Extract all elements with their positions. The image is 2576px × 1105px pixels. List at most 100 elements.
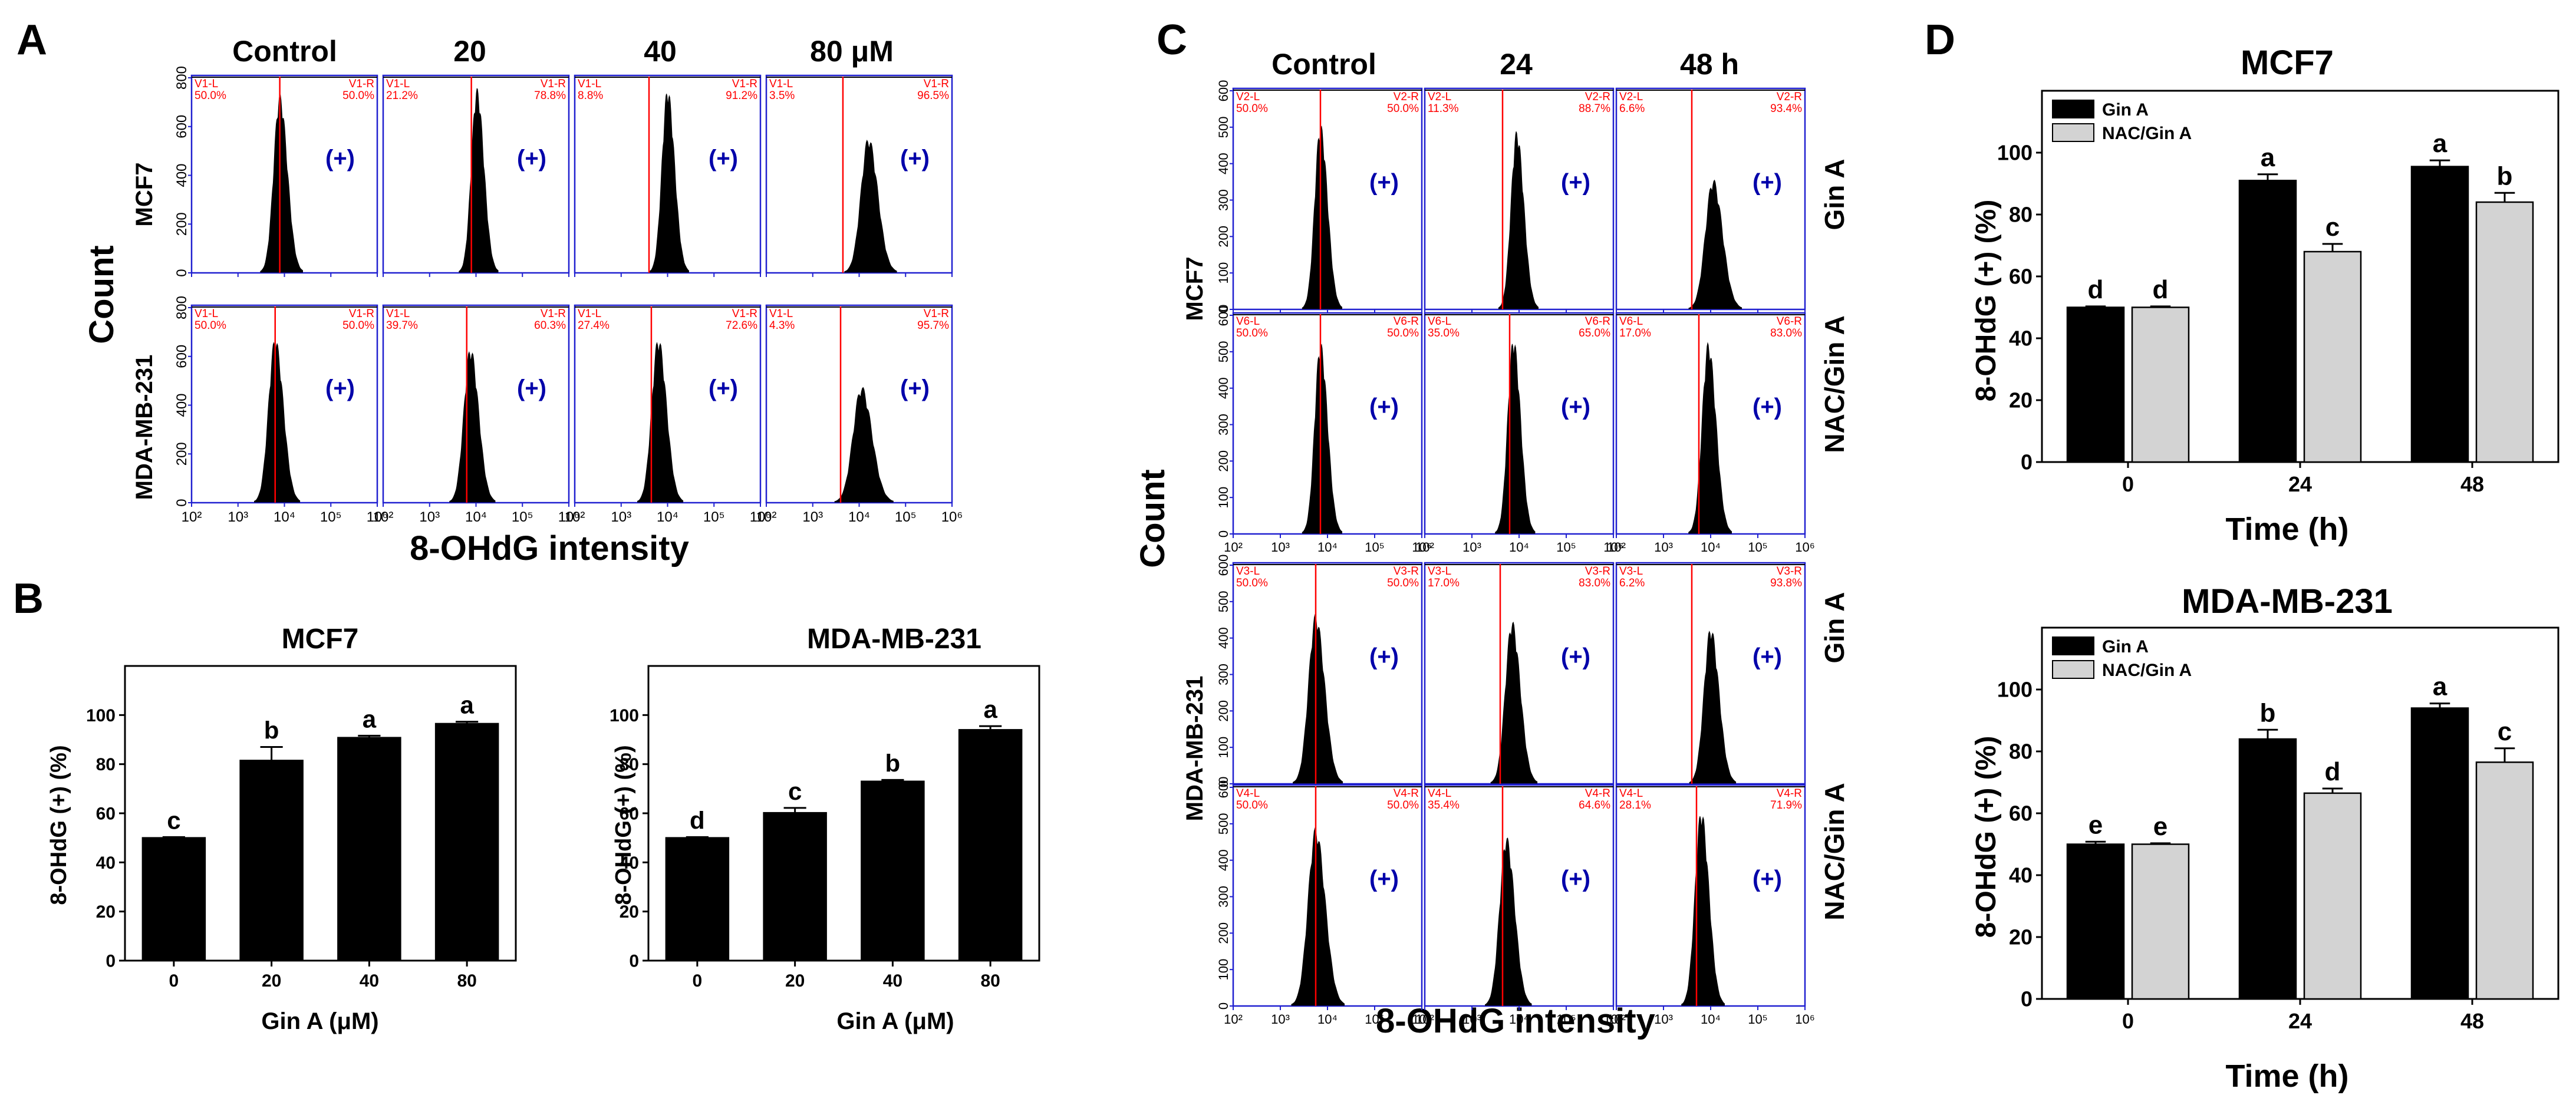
- legend-label: NAC/Gin A: [2102, 124, 2192, 143]
- panel-b: MCF7 MDA-MB-231 8-OHdG (+) (%) 8-OHdG (+…: [47, 624, 1040, 1034]
- gate-left-percent: 17.0%: [1428, 577, 1460, 589]
- y-tick-label: 40: [620, 853, 639, 873]
- positive-marker: (+): [1561, 394, 1590, 420]
- histogram-distribution: [649, 93, 689, 273]
- gate-left-name: V6-L: [1236, 315, 1260, 328]
- y-tick-label: 300: [1216, 886, 1231, 908]
- panel-c: Control 24 48 h MCF7 MDA-MB-231 Count 8-…: [1134, 48, 1850, 1040]
- x-tick-label: 10⁵: [1748, 1012, 1768, 1027]
- gate-right-percent: 50.0%: [1387, 327, 1419, 339]
- bar: [2303, 250, 2362, 463]
- y-tick-label: 60: [96, 804, 116, 824]
- gate-left-name: V4-L: [1236, 787, 1260, 800]
- gate-right-name: V1-R: [732, 308, 757, 320]
- y-tick-label: 300: [1216, 414, 1231, 436]
- gate-right-name: V1-R: [732, 78, 757, 90]
- gate-left-name: V1-L: [578, 308, 601, 320]
- panel-b-chart-title: MCF7: [282, 624, 359, 655]
- x-tick-label: 10⁶: [367, 509, 388, 525]
- gate-left-percent: 50.0%: [1236, 103, 1268, 115]
- x-tick-label: 10⁵: [320, 509, 342, 525]
- gate-left-percent: 50.0%: [1236, 327, 1268, 339]
- x-tick-label: 10³: [1654, 540, 1673, 555]
- histogram-distribution: [1302, 126, 1342, 309]
- x-tick-label: 10⁵: [1556, 1012, 1576, 1027]
- significance-letter: e: [2089, 810, 2103, 839]
- panel-d-chart-title: MCF7: [2241, 44, 2334, 82]
- gate-right-percent: 78.8%: [534, 90, 566, 102]
- x-tick-label: 10⁶: [941, 509, 963, 525]
- significance-letter: b: [2260, 698, 2276, 727]
- panel-a: Control 20 40 80 μM MCF7 MDA-MB-231 Coun…: [83, 35, 963, 568]
- positive-marker: (+): [325, 146, 355, 171]
- histogram-plot: V1-L50.0%V1-R50.0%(+)10² 10³ 10⁴ 10⁵ 10⁶0200…: [174, 296, 388, 525]
- significance-letter: a: [363, 705, 377, 733]
- histogram-plot: V1-L21.2% V1-R78.8% (+): [382, 74, 570, 277]
- x-tick-label: 40: [360, 971, 379, 991]
- histogram-distribution: [1495, 344, 1536, 534]
- gate-left-name: V3-L: [1428, 565, 1451, 578]
- y-tick-label: 60: [2009, 265, 2033, 289]
- significance-letter: e: [2153, 812, 2167, 841]
- gate-left-name: V3-L: [1236, 565, 1260, 578]
- bar: [2066, 843, 2125, 1000]
- x-tick-label: 10²: [565, 509, 585, 525]
- positive-marker: (+): [1561, 644, 1590, 670]
- panel-c-row-label: NAC/Gin A: [1819, 315, 1850, 453]
- histogram-distribution: [254, 342, 301, 503]
- x-tick-label: 10⁶: [1795, 540, 1815, 555]
- x-tick-label: 10⁴: [1317, 540, 1338, 555]
- bar: [2066, 306, 2125, 463]
- x-tick-label: 10⁶: [1412, 540, 1432, 555]
- bar: [2410, 166, 2469, 463]
- gate-left-name: V1-L: [769, 308, 793, 320]
- gate-left-name: V6-L: [1428, 315, 1451, 328]
- gate-right-percent: 50.0%: [342, 90, 374, 102]
- gate-left-name: V1-L: [195, 78, 218, 90]
- x-tick-label: 10²: [182, 509, 202, 525]
- histogram-plot: V1-L3.5% V1-R96.5% (+): [765, 74, 953, 277]
- y-tick-label: 600: [1216, 555, 1231, 576]
- significance-letter: d: [2153, 275, 2169, 304]
- x-tick-label: 10⁵: [1365, 1012, 1385, 1027]
- gate-left-percent: 8.8%: [578, 90, 603, 102]
- bar-chart: 0 20 40 60 80 100 e b a e d c 0 24 48 Gin A NAC/Gin A: [1997, 626, 2559, 1033]
- bar: [2410, 707, 2469, 1000]
- y-tick-label: 100: [86, 706, 116, 725]
- x-tick-label: 10⁴: [1701, 540, 1721, 555]
- x-tick-label: 80: [457, 971, 476, 991]
- gate-right-name: V1-R: [349, 78, 374, 90]
- histogram-plot: V2-L6.6% V2-R93.4% (+): [1615, 87, 1806, 314]
- y-tick-label: 0: [1216, 780, 1231, 787]
- significance-letter: a: [460, 691, 474, 719]
- y-tick-label: 0: [1216, 1002, 1231, 1010]
- histogram-plot: V3-L6.2% V3-R93.8% (+): [1615, 562, 1806, 788]
- positive-marker: (+): [1753, 644, 1782, 670]
- bar: [239, 760, 304, 962]
- y-tick-label: 0: [174, 269, 190, 276]
- positive-marker: (+): [517, 375, 546, 401]
- panel-c-cell-label: MDA-MB-231: [1182, 676, 1208, 822]
- positive-marker: (+): [709, 146, 738, 171]
- gate-right-name: V3-R: [1777, 565, 1802, 578]
- x-tick-label: 48: [2460, 1009, 2484, 1033]
- y-tick-label: 100: [610, 706, 639, 725]
- gate-right-percent: 50.0%: [342, 319, 374, 332]
- bar: [2303, 792, 2362, 1000]
- gate-right-name: V2-R: [1777, 91, 1802, 103]
- y-tick-label: 200: [1216, 450, 1231, 472]
- gate-left-percent: 35.4%: [1428, 799, 1460, 812]
- gate-left-percent: 6.2%: [1619, 577, 1645, 589]
- gate-left-percent: 50.0%: [1236, 799, 1268, 812]
- histogram-plot: V6-L17.0% V6-R83.0% (+) 10² 10³ 10⁴ 10⁵ 10⁶: [1607, 312, 1815, 555]
- gate-right-percent: 83.0%: [1770, 327, 1802, 339]
- positive-marker: (+): [1561, 866, 1590, 892]
- y-tick-label: 100: [1216, 959, 1231, 981]
- y-tick-label: 0: [2021, 987, 2033, 1011]
- y-tick-label: 200: [174, 442, 190, 466]
- bar: [2475, 761, 2534, 1000]
- gate-left-percent: 35.0%: [1428, 327, 1460, 339]
- gate-left-percent: 17.0%: [1619, 327, 1651, 339]
- significance-letter: a: [2261, 143, 2275, 172]
- gate-left-name: V1-L: [195, 308, 218, 320]
